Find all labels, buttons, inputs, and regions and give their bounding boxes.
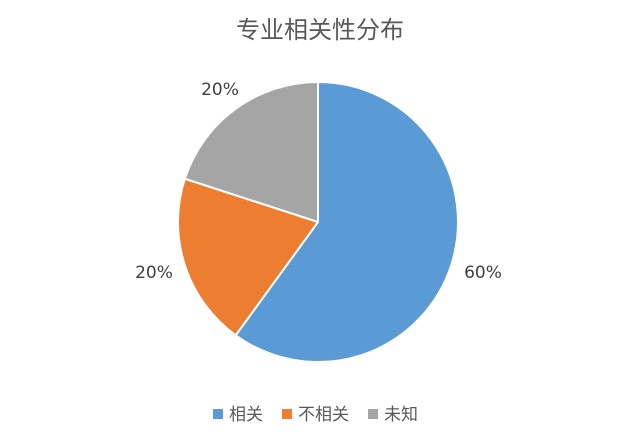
legend-label-2: 不相关 [298, 405, 349, 425]
legend: 相关 不相关 未知 [213, 405, 418, 425]
pie-slice-1 [234, 81, 459, 363]
pie-slice-2 [177, 177, 319, 337]
legend-swatch-3 [368, 409, 378, 419]
pie-slice-3 [183, 81, 319, 223]
data-labels: 60% 20% 20% [135, 80, 502, 283]
legend-swatch-2 [282, 409, 292, 419]
legend-label-1: 相关 [229, 405, 263, 425]
legend-label-3: 未知 [384, 405, 418, 425]
data-label-3: 20% [201, 80, 239, 100]
data-label-2: 20% [135, 263, 173, 283]
chart-title: 专业相关性分布 [236, 16, 404, 44]
data-label-1: 60% [464, 263, 502, 283]
pie-slices [177, 81, 459, 363]
legend-swatch-1 [213, 409, 223, 419]
